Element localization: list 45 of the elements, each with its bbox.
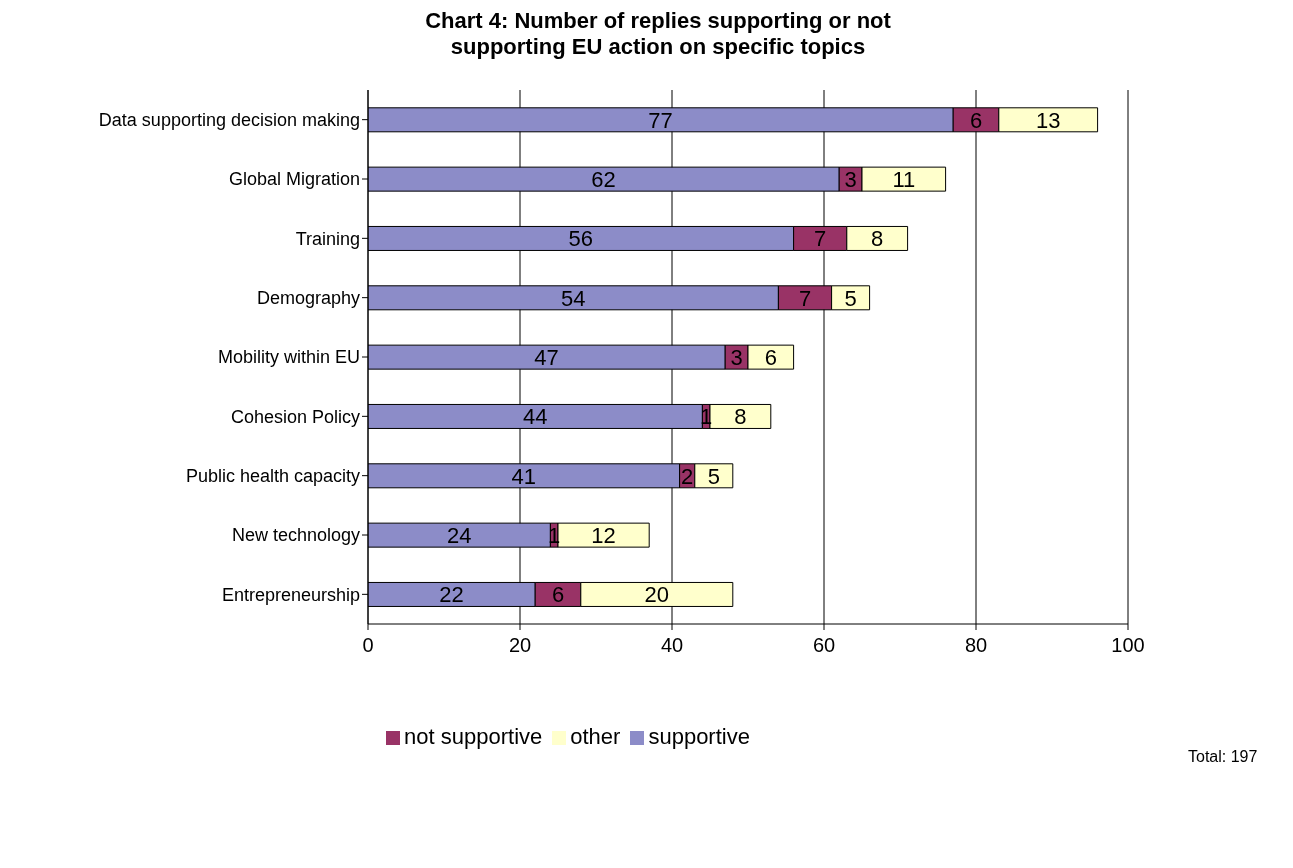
x-tick-label: 40 — [660, 634, 684, 657]
data-label: 44 — [522, 404, 548, 430]
y-tick-label: Public health capacity — [185, 466, 360, 487]
y-tick-label: Mobility within EU — [217, 347, 360, 368]
data-label: 13 — [1035, 107, 1061, 133]
data-label: 5 — [707, 463, 720, 489]
data-label: 6 — [764, 344, 777, 370]
data-label: 2 — [681, 463, 694, 489]
data-label: 77 — [648, 107, 673, 133]
data-label: 11 — [892, 166, 916, 192]
data-label: 62 — [591, 166, 616, 192]
chart-title: Chart 4: Number of replies supporting or not supporting EU action on specific topics — [424, 8, 892, 60]
data-label: 20 — [644, 582, 670, 608]
data-label: 24 — [446, 522, 472, 548]
data-label: 22 — [439, 582, 464, 608]
legend-label: other — [570, 724, 621, 749]
x-tick-label: 20 — [508, 634, 532, 657]
y-tick-label: Data supporting decision making — [98, 110, 360, 131]
data-label: 8 — [871, 226, 884, 252]
data-label: 7 — [814, 226, 827, 252]
data-label: 6 — [969, 107, 983, 133]
y-tick-label: Global Migration — [228, 169, 360, 190]
data-label: 47 — [534, 344, 559, 370]
legend-label: not supportive — [404, 724, 543, 749]
data-label: 6 — [551, 582, 565, 608]
data-label: 3 — [844, 166, 857, 192]
data-label: 7 — [798, 285, 812, 311]
y-tick-label: Cohesion Policy — [230, 406, 360, 427]
y-tick-label: Demography — [256, 288, 360, 309]
x-tick-label: 80 — [964, 634, 988, 657]
x-tick-label: 60 — [812, 634, 836, 657]
data-label: 12 — [591, 522, 616, 548]
data-label: 5 — [844, 285, 857, 311]
y-tick-label: New technology — [231, 525, 360, 546]
x-tick-label: 100 — [1111, 634, 1145, 657]
data-label: 56 — [568, 226, 594, 252]
y-tick-label: Training — [295, 228, 360, 249]
data-label: 41 — [511, 463, 537, 489]
text: Total: 197 — [1188, 748, 1258, 766]
y-tick-label: Entrepreneurship — [221, 584, 360, 605]
data-label: 3 — [730, 344, 743, 370]
data-label: 8 — [734, 404, 747, 430]
legend-label: supportive — [648, 724, 750, 749]
x-tick-label: 0 — [362, 634, 374, 657]
data-label: 54 — [560, 285, 586, 311]
